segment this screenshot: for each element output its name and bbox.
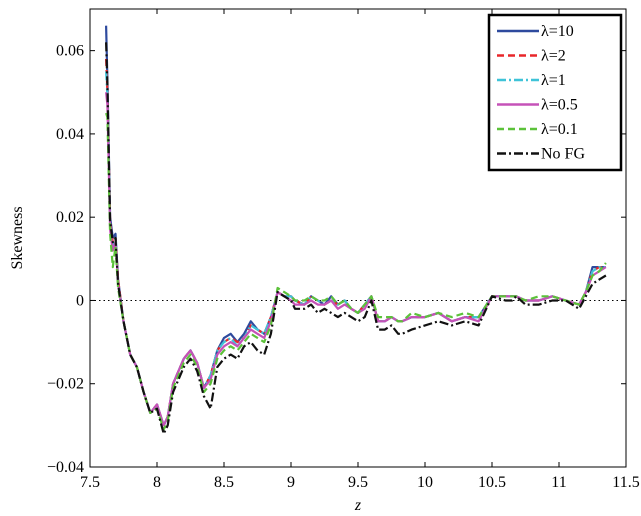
x-tick-label: 11.5 xyxy=(612,474,639,491)
x-axis-label: z xyxy=(354,497,362,514)
x-tick-label: 9.5 xyxy=(348,474,368,491)
x-tick-label: 8 xyxy=(153,474,161,491)
x-tick-label: 9 xyxy=(287,474,295,491)
axis-ticks: 7.5 8 8.5 9 9.5 10 10.5 11 11.5 −0.04 −0.02 0 0.02 0.… xyxy=(47,9,640,491)
legend-label: λ=0.1 xyxy=(541,121,578,138)
y-axis-label: Skewness xyxy=(9,206,26,269)
plot-frame xyxy=(89,8,627,468)
plot-area xyxy=(90,25,626,435)
legend-label: λ=1 xyxy=(541,72,566,89)
legend-label: λ=10 xyxy=(541,23,574,40)
y-tick-label: −0.04 xyxy=(47,459,84,476)
x-tick-label: 8.5 xyxy=(214,474,234,491)
y-tick-label: 0 xyxy=(76,292,84,309)
y-tick-label: 0.06 xyxy=(56,43,84,60)
legend-label: λ=0.5 xyxy=(541,97,578,114)
x-tick-label: 10.5 xyxy=(478,474,506,491)
x-tick-label: 11 xyxy=(551,474,566,491)
x-tick-label: 10 xyxy=(417,474,433,491)
legend-label: λ=2 xyxy=(541,48,566,65)
y-tick-label: 0.02 xyxy=(56,209,84,226)
y-tick-label: −0.02 xyxy=(47,376,84,393)
legend: λ=10 λ=2 λ=1 λ=0.5 λ=0.1 No FG xyxy=(487,13,623,172)
y-tick-label: 0.04 xyxy=(56,126,84,143)
series-line xyxy=(105,42,607,435)
x-tick-label: 7.5 xyxy=(80,474,100,491)
legend-box xyxy=(487,13,623,172)
legend-label: No FG xyxy=(541,146,585,163)
